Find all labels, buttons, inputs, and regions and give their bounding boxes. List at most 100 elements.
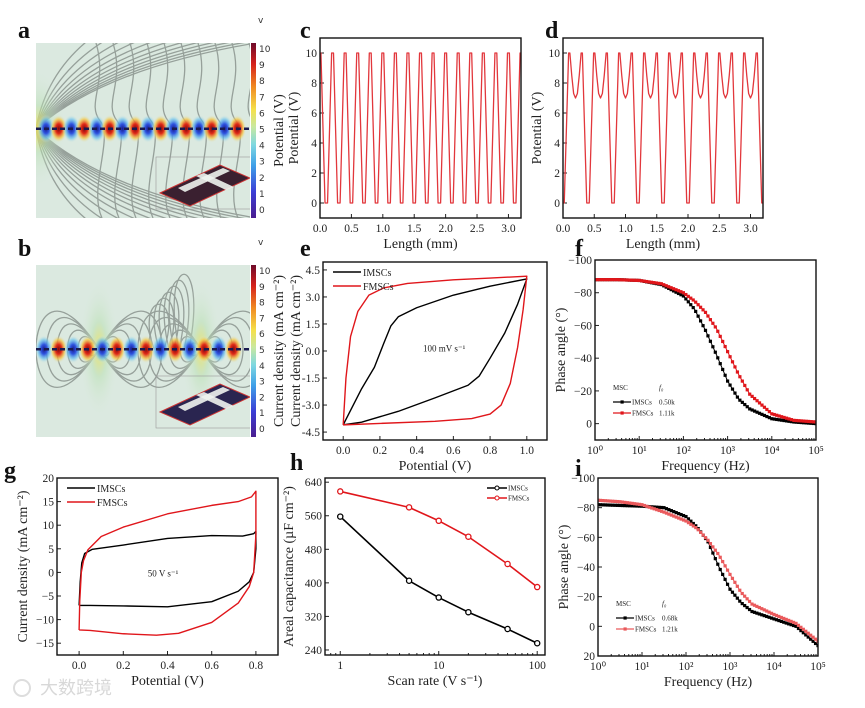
data-point	[804, 419, 808, 423]
data-point	[686, 300, 690, 304]
data-point	[708, 339, 713, 343]
data-point	[760, 607, 764, 611]
data-point	[655, 505, 659, 509]
x-tick-label: 0.8	[249, 660, 264, 672]
y-tick-label: 6	[554, 108, 560, 120]
data-point	[669, 286, 673, 290]
data-point	[779, 619, 783, 623]
legend-label: FMSCs	[508, 495, 530, 503]
legend-title: MSC	[616, 600, 631, 608]
data-point	[674, 511, 678, 515]
data-point	[765, 407, 769, 412]
data-point	[728, 383, 732, 387]
data-point	[765, 414, 769, 419]
x-tick-label: 0.6	[446, 445, 461, 457]
colorbar-tick-label: 3	[259, 158, 265, 168]
data-point	[750, 408, 754, 412]
axes-frame	[594, 259, 817, 441]
data-point	[728, 587, 732, 591]
data-point	[650, 506, 654, 510]
x-tick-label: 2.5	[712, 223, 727, 235]
x-tick-label: 2.0	[681, 223, 696, 235]
data-point	[405, 577, 413, 585]
data-point	[750, 602, 754, 606]
data-point	[669, 288, 673, 292]
chart-i: 10⁰ 10¹ 10² 10³ 10⁴ 10⁵ −100 −80 −60 −40 −20 0 20 Fre…	[557, 473, 826, 690]
data-point	[603, 503, 607, 507]
x-tick-label: 3.0	[743, 223, 758, 235]
data-point	[782, 620, 786, 624]
chart-g: 0.0 0.2 0.4 0.6 0.8 −15 −10 −5 0 5 10 15 20 Potential…	[16, 473, 279, 689]
data-point	[791, 620, 796, 624]
data-point	[706, 334, 710, 338]
colorbar-tick-label: 9	[259, 61, 265, 71]
data-point	[701, 308, 705, 312]
y-tick-label: 3.0	[306, 292, 321, 304]
colorbar	[251, 265, 256, 437]
x-tick-label: 10	[433, 660, 445, 672]
data-point	[765, 614, 769, 619]
data-point	[691, 306, 695, 310]
data-point	[689, 522, 693, 526]
data-point	[533, 583, 541, 591]
data-point	[625, 504, 629, 508]
capacitance-line-imscs	[339, 516, 538, 644]
y-tick-label: −100	[571, 473, 595, 485]
data-point	[787, 618, 791, 622]
legend-label: IMSCs	[635, 615, 655, 623]
data-point	[769, 616, 774, 620]
colorbar-tick-label: 0	[259, 425, 265, 435]
data-point	[777, 618, 781, 623]
colorbar-tick-label: 8	[259, 77, 265, 87]
y-tick-label: −100	[568, 255, 592, 267]
legend-f0-value: 1.11k	[659, 410, 675, 418]
x-axis-label: Frequency (Hz)	[661, 459, 750, 474]
x-tick-label: 0.0	[336, 445, 351, 457]
y-axis-label: Potential (V)	[530, 91, 545, 164]
data-point	[745, 605, 749, 610]
colorbar-tick-label: 5	[259, 126, 265, 136]
data-point	[671, 289, 676, 293]
data-point	[706, 538, 710, 542]
data-point	[679, 290, 683, 294]
data-point	[743, 383, 747, 388]
data-point	[647, 505, 651, 509]
data-point	[657, 281, 661, 285]
colorbar-tick-label: 9	[259, 283, 265, 293]
electrode-inset	[155, 156, 250, 210]
data-point	[721, 572, 725, 577]
colorbar-tick-label: 10	[259, 45, 271, 55]
data-point	[701, 533, 705, 537]
data-point	[708, 318, 713, 322]
data-point	[504, 625, 511, 633]
data-point	[791, 623, 796, 628]
data-point	[625, 501, 629, 505]
y-tick-label: 0.0	[306, 346, 321, 358]
data-point	[755, 410, 759, 414]
data-point	[703, 310, 708, 314]
data-point	[806, 631, 810, 635]
y-axis-label: Potential (V)	[287, 91, 302, 164]
x-tick-label: 10⁴	[766, 661, 782, 673]
y-tick-label: 0	[589, 621, 595, 633]
colorbar-tick-label: 4	[259, 142, 265, 152]
data-point	[755, 604, 759, 608]
data-point	[679, 293, 683, 297]
colorbar-tick-label: 6	[259, 109, 265, 119]
data-point	[703, 328, 708, 332]
data-point	[657, 505, 661, 509]
data-point	[708, 542, 713, 546]
x-tick-label: 100	[529, 660, 547, 672]
data-point	[630, 278, 634, 282]
data-point	[669, 509, 673, 513]
data-point	[721, 559, 725, 564]
colorbar-tick-label: 3	[259, 378, 265, 388]
data-point	[728, 572, 732, 577]
legend-marker	[620, 400, 624, 404]
data-point	[804, 629, 808, 633]
data-point	[533, 640, 541, 647]
data-point	[738, 599, 742, 603]
watermark: 大数跨境	[40, 678, 112, 699]
data-point	[701, 324, 705, 328]
